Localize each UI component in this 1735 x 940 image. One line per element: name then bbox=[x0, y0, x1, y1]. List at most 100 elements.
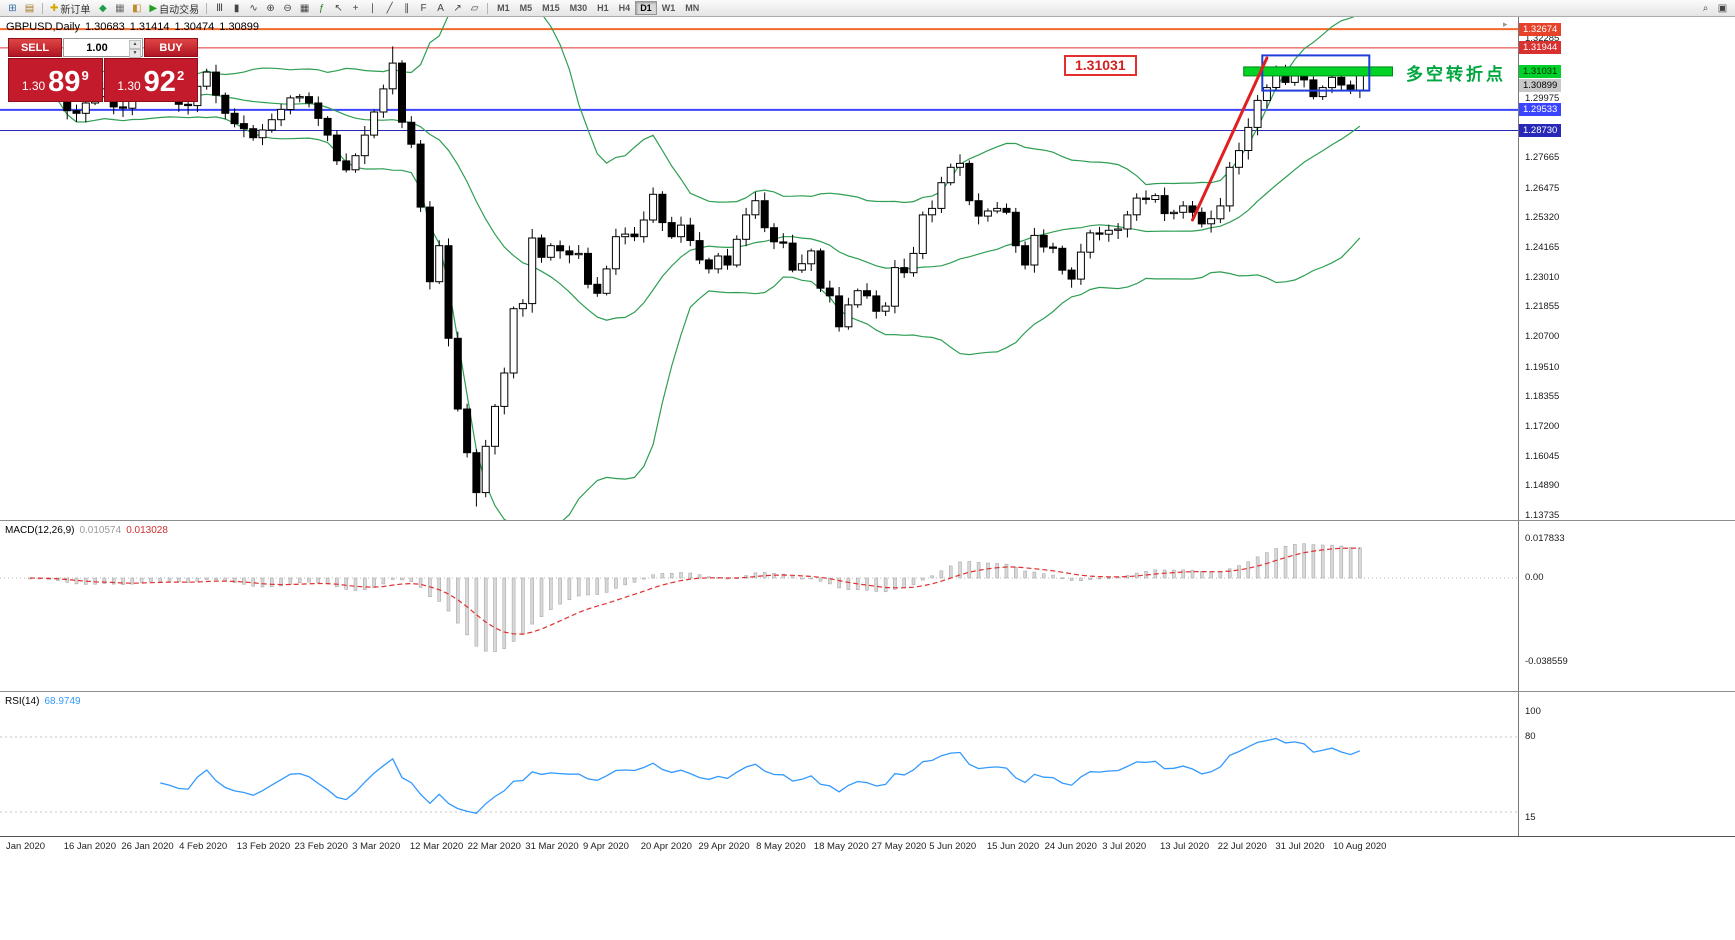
candle bbox=[1197, 211, 1206, 225]
candle bbox=[528, 237, 537, 305]
candle bbox=[909, 252, 918, 274]
vertical-line-icon: ∣ bbox=[370, 2, 376, 14]
vertical-line-button[interactable]: ∣ bbox=[364, 1, 381, 16]
indicators-button[interactable]: ƒ bbox=[313, 1, 330, 16]
macd-histogram-bar bbox=[1227, 568, 1232, 579]
layout-button[interactable]: ▣ bbox=[1714, 1, 1731, 16]
date-axis-label: 10 Aug 2020 bbox=[1333, 841, 1387, 852]
date-axis-label: 16 Jan 2020 bbox=[63, 841, 116, 852]
candle bbox=[546, 245, 555, 258]
timeframe-w1-button[interactable]: W1 bbox=[661, 2, 676, 13]
trendline-button[interactable]: ╱ bbox=[381, 1, 398, 16]
candle bbox=[258, 129, 267, 139]
timeframe-d1-button[interactable]: D1 bbox=[635, 0, 657, 15]
equidistant-channel-button[interactable]: ∥ bbox=[398, 1, 415, 16]
rsi-panel[interactable] bbox=[0, 694, 1518, 836]
candle bbox=[1225, 166, 1234, 207]
main-price-chart[interactable] bbox=[0, 17, 1518, 520]
tile-windows-button[interactable]: ▦ bbox=[296, 1, 313, 16]
candle bbox=[900, 267, 909, 274]
shapes-button[interactable]: ▱ bbox=[466, 1, 483, 16]
panel-splitter[interactable] bbox=[0, 691, 1735, 692]
price-tag: 1.31031 bbox=[1519, 64, 1562, 78]
sell-button[interactable]: SELL bbox=[8, 38, 62, 57]
bar-chart-button[interactable]: Ⅲ bbox=[211, 1, 228, 16]
zoom-in-button[interactable]: ⊕ bbox=[262, 1, 279, 16]
date-axis-label: 3 Mar 2020 bbox=[352, 841, 401, 852]
price-axis-label: 1.23010 bbox=[1525, 271, 1560, 283]
timeframe-h1-button[interactable]: H1 bbox=[597, 2, 609, 13]
panel-splitter[interactable] bbox=[0, 520, 1735, 521]
text-button[interactable]: A bbox=[432, 1, 449, 16]
timeframe-m15-button[interactable]: M15 bbox=[542, 2, 560, 13]
candle bbox=[723, 255, 732, 266]
toolbar-group-chart-tools: Ⅲ ▮ ∿ ⊕ ⊖ ▦ ƒ ↖ + ∣ ╱ ∥ F A ↗ ▱ bbox=[211, 1, 483, 16]
cursor-button[interactable]: ↖ bbox=[330, 1, 347, 16]
macd-histogram-bar bbox=[409, 577, 414, 582]
price-axis-label: 1.17200 bbox=[1525, 421, 1560, 432]
candle bbox=[1290, 75, 1299, 83]
macd-histogram-bar bbox=[549, 577, 553, 610]
macd-histogram-bar bbox=[902, 577, 906, 588]
candle bbox=[239, 123, 248, 130]
candle bbox=[946, 166, 955, 184]
price-flag-label[interactable]: 1.31031 bbox=[1064, 55, 1137, 76]
close-value: 1.30899 bbox=[219, 21, 260, 33]
trendline-object[interactable] bbox=[1191, 56, 1269, 222]
macd-main-value: 0.010574 bbox=[79, 525, 122, 536]
green-band-object[interactable] bbox=[1243, 66, 1393, 77]
timeframe-m5-button[interactable]: M5 bbox=[519, 2, 533, 13]
candle bbox=[1179, 205, 1188, 213]
line-chart-button[interactable]: ∿ bbox=[245, 1, 262, 16]
candle bbox=[1151, 195, 1160, 201]
new-order-button[interactable]: ✚ 新订单 bbox=[47, 1, 93, 16]
macd-histogram-bar bbox=[353, 577, 358, 591]
macd-histogram-bar bbox=[1004, 563, 1009, 579]
annotation-note[interactable]: 多空转折点 bbox=[1406, 65, 1506, 84]
candle bbox=[351, 155, 360, 171]
rsi-line bbox=[160, 737, 1361, 815]
price-axis-label: 1.26475 bbox=[1525, 182, 1560, 194]
sell-price-display[interactable]: 1.30 89 9 bbox=[8, 58, 103, 102]
market-watch-button[interactable]: ◆ bbox=[94, 1, 111, 16]
macd-histogram-bar bbox=[251, 577, 255, 587]
search-button[interactable]: ⌕ bbox=[1697, 1, 1714, 16]
candle bbox=[286, 97, 295, 111]
buy-button[interactable]: BUY bbox=[144, 38, 198, 57]
macd-histogram-bar bbox=[1311, 544, 1316, 579]
timeframe-h4-button[interactable]: H4 bbox=[618, 2, 631, 13]
zoom-out-button[interactable]: ⊖ bbox=[279, 1, 296, 16]
macd-panel[interactable] bbox=[0, 523, 1518, 691]
autotrading-button[interactable]: ▶ 自动交易 bbox=[146, 1, 202, 16]
candle bbox=[667, 222, 676, 238]
buy-price-big: 92 bbox=[143, 66, 176, 98]
candle bbox=[249, 128, 258, 139]
volume-input[interactable]: 1.00 ▲ ▼ bbox=[63, 38, 143, 58]
macd-histogram-bar bbox=[642, 577, 646, 580]
macd-histogram-bar bbox=[270, 577, 274, 588]
macd-histogram-bar bbox=[186, 577, 190, 583]
candle bbox=[342, 160, 351, 171]
volume-down-button[interactable]: ▼ bbox=[129, 49, 141, 58]
candle bbox=[305, 96, 313, 104]
crosshair-button[interactable]: + bbox=[347, 1, 364, 16]
new-chart-button[interactable]: ⊞ bbox=[4, 1, 21, 16]
timeframe-m1-button[interactable]: M1 bbox=[497, 2, 510, 13]
zoom-in-icon: ⊕ bbox=[266, 2, 275, 14]
timeframe-m30-button[interactable]: M30 bbox=[569, 2, 588, 13]
volume-up-button[interactable]: ▲ bbox=[129, 40, 141, 49]
macd-histogram-bar bbox=[800, 577, 804, 580]
profiles-button[interactable]: ▤ bbox=[21, 1, 38, 16]
buy-price-display[interactable]: 1.30 92 2 bbox=[103, 58, 198, 102]
candlestick-button[interactable]: ▮ bbox=[228, 1, 245, 16]
data-window-button[interactable]: ▦ bbox=[111, 1, 128, 16]
fibonacci-button[interactable]: F bbox=[415, 1, 432, 16]
high-value: 1.31414 bbox=[129, 21, 170, 33]
bar-chart-icon: Ⅲ bbox=[216, 2, 224, 14]
blue-rectangle-object[interactable] bbox=[1261, 54, 1371, 92]
timeframe-mn-button[interactable]: MN bbox=[685, 2, 700, 13]
navigator-button[interactable]: ◧ bbox=[128, 1, 145, 16]
candle bbox=[686, 224, 695, 242]
macd-histogram-bar bbox=[586, 577, 590, 596]
arrow-button[interactable]: ↗ bbox=[449, 1, 466, 16]
